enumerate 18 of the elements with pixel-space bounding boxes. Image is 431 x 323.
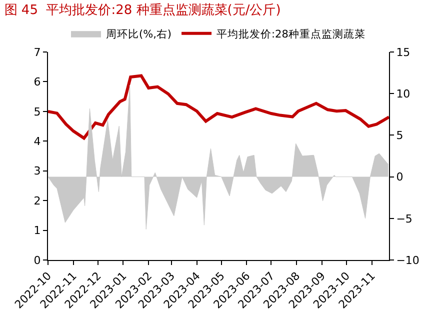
- legend-label: 周环比(%,右): [106, 27, 172, 40]
- y-tick-label: 3: [34, 164, 41, 178]
- y-tick-label: 4: [34, 134, 41, 148]
- y2-tick-label: 0: [396, 170, 404, 184]
- legend-label: 平均批发价:28种重点监测蔬菜: [216, 27, 366, 40]
- y2-tick-label: 10: [396, 87, 410, 100]
- y-tick-label: 7: [34, 46, 41, 59]
- y2-tick-label: −5: [396, 212, 412, 226]
- y2-tick-label: 5: [396, 129, 404, 142]
- y-tick-label: 0: [34, 254, 41, 267]
- y-tick-label: 6: [34, 76, 41, 89]
- y-tick-label: 1: [34, 224, 41, 238]
- chart-title: 图 45 平均批发价:28 种重点监测蔬菜(元/公斤): [4, 2, 281, 18]
- y-tick-label: 2: [34, 194, 41, 208]
- y2-tick-label: −10: [396, 254, 420, 267]
- line-series: [48, 74, 389, 140]
- y-tick-label: 5: [34, 105, 41, 118]
- y2-tick-label: 15: [396, 46, 410, 59]
